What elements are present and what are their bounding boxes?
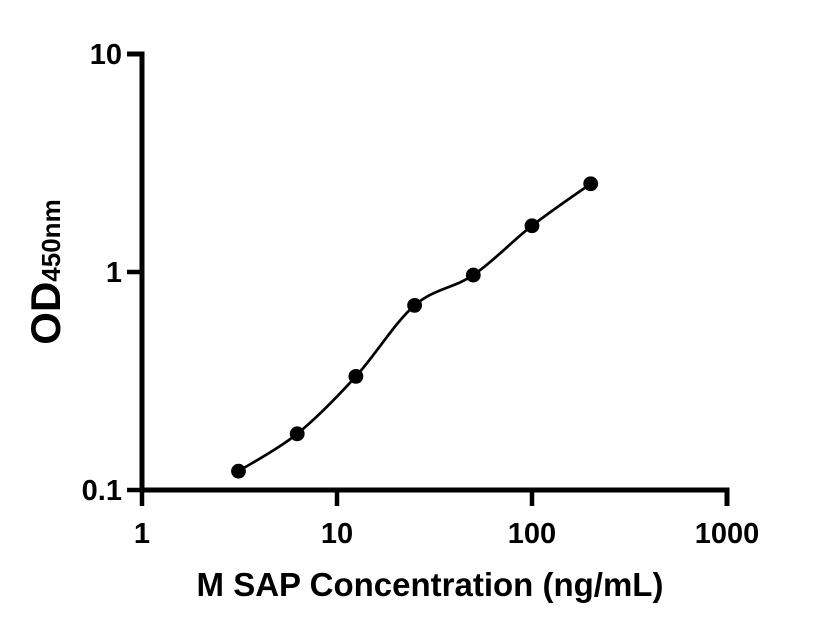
data-point-marker [583,176,599,192]
data-point-marker [289,426,305,442]
data-point-marker [348,368,364,384]
x-tick-label: 1000 [695,518,760,550]
data-point-marker [465,267,481,283]
x-tick-label: 10 [321,518,353,550]
y-axis-title: OD450nm [22,199,69,345]
x-axis-title: M SAP Concentration (ng/mL) [196,566,664,603]
data-point-marker [231,463,246,479]
y-tick-label: 0.1 [82,475,122,507]
y-tick-label: 10 [90,39,122,71]
x-tick-label: 1 [134,518,150,550]
y-tick-label: 1 [106,257,122,289]
data-point-marker [407,297,422,313]
axis-frame [127,51,730,506]
y-axis-title-subscript: 450nm [36,199,66,282]
y-axis-title-main: OD [22,281,69,345]
x-tick-label: 100 [508,518,556,550]
data-point-marker [524,218,540,234]
